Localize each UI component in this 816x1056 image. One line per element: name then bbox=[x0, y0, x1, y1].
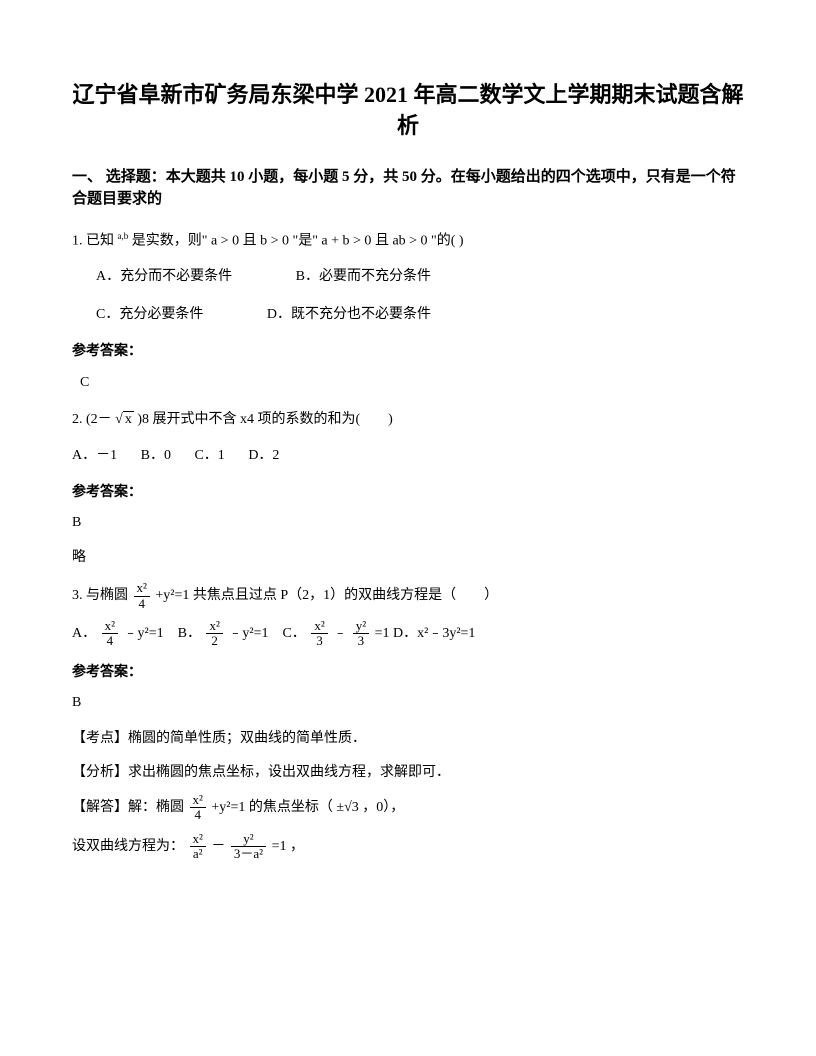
q1-optC: C．充分必要条件 bbox=[96, 301, 203, 329]
question-3: 3. 与椭圆 x² 4 +y²=1 共焦点且过点 P（2，1）的双曲线方程是（ … bbox=[72, 581, 744, 649]
frac-num: x² bbox=[190, 793, 206, 808]
q3-optC-p1: C． bbox=[282, 626, 305, 641]
q1-t3: 且 bbox=[243, 233, 257, 248]
q3-jd-p2: +y²=1 的焦点坐标（ bbox=[211, 800, 333, 815]
eq1: =1 bbox=[272, 839, 287, 854]
q1-options: A．充分而不必要条件 B．必要而不充分条件 C．充分必要条件 D．既不充分也不必… bbox=[72, 263, 744, 329]
q3-t2: +y²=1 共焦点且过点 P（2，1）的双曲线方程是（ ） bbox=[155, 588, 498, 603]
q3-t1: 3. 与椭圆 bbox=[72, 588, 128, 603]
sqrt-icon: x bbox=[115, 406, 134, 434]
frac-den: 4 bbox=[102, 634, 118, 648]
q3-optB-p1: B． bbox=[178, 626, 201, 641]
frac-x2-4-jd: x² 4 bbox=[190, 793, 206, 823]
q3-optC-p2: ﹣ bbox=[333, 626, 347, 641]
q1-answer-label: 参考答案： bbox=[72, 341, 744, 363]
q3-fenxi: 【分析】求出椭圆的焦点坐标，设出双曲线方程，求解即可． bbox=[72, 760, 744, 785]
q3-jieda2: 设双曲线方程为： x² a² － y² 3－a² =1 ， bbox=[72, 832, 744, 863]
frac-x2-4-a: x² 4 bbox=[102, 619, 118, 649]
minus-sign: － bbox=[211, 839, 225, 854]
q1-cond1: a > 0 bbox=[211, 233, 239, 248]
frac-y2-3ma2: y² 3－a² bbox=[231, 832, 266, 862]
frac-den: 4 bbox=[190, 808, 206, 822]
q1-t1: 1. 已知 bbox=[72, 233, 114, 248]
q3-text: 3. 与椭圆 x² 4 +y²=1 共焦点且过点 P（2，1）的双曲线方程是（ … bbox=[72, 581, 744, 611]
q2-answer-label: 参考答案： bbox=[72, 482, 744, 504]
page-title: 辽宁省阜新市矿务局东梁中学 2021 年高二数学文上学期期末试题含解析 bbox=[72, 80, 744, 142]
frac-x2-2-b: x² 2 bbox=[206, 619, 222, 649]
q1-t2: 是实数，则" bbox=[132, 233, 208, 248]
frac-x2-4: x² 4 bbox=[134, 581, 150, 611]
q1-t6: "的( ) bbox=[431, 233, 464, 248]
q1-t5: 且 bbox=[375, 233, 389, 248]
question-1: 1. 已知 a,b 是实数，则" a > 0 且 b > 0 "是" a + b… bbox=[72, 227, 744, 330]
q3-optA-p1: A． bbox=[72, 626, 96, 641]
frac-den: 3 bbox=[353, 634, 369, 648]
q2-optB: B．0 bbox=[141, 442, 171, 470]
frac-num: x² bbox=[311, 619, 327, 634]
q1-cond2: b > 0 bbox=[260, 233, 289, 248]
q3-jd2-p2: ， bbox=[290, 839, 304, 854]
q3-jd-p1: 【解答】解：椭圆 bbox=[72, 800, 184, 815]
frac-num: x² bbox=[134, 581, 150, 596]
frac-x2-a2: x² a² bbox=[190, 832, 206, 862]
q1-text: 1. 已知 a,b 是实数，则" a > 0 且 b > 0 "是" a + b… bbox=[72, 227, 744, 256]
q3-optC-p3: =1 bbox=[375, 626, 390, 641]
frac-den: 3－a² bbox=[231, 847, 266, 861]
q3-answer-label: 参考答案： bbox=[72, 662, 744, 684]
q1-answer: C bbox=[72, 372, 744, 394]
q2-optA: A．－1 bbox=[72, 442, 117, 470]
q3-optD: D．x²﹣3y²=1 bbox=[393, 626, 475, 641]
q3-answer: B bbox=[72, 692, 744, 714]
frac-num: y² bbox=[353, 619, 369, 634]
q3-jieda: 【解答】解：椭圆 x² 4 +y²=1 的焦点坐标（ ±√3 ，0）， bbox=[72, 793, 744, 824]
q3-jd2-p1: 设双曲线方程为： bbox=[72, 839, 184, 854]
frac-den: 2 bbox=[206, 634, 222, 648]
q2-t1: 2. (2－ bbox=[72, 412, 112, 427]
q1-optA: A．充分而不必要条件 bbox=[96, 263, 232, 291]
q2-options: A．－1 B．0 C．1 D．2 bbox=[72, 442, 744, 470]
section-header: 一、 选择题：本大题共 10 小题，每小题 5 分，共 50 分。在每小题给出的… bbox=[72, 166, 744, 211]
q1-var-ab: a,b bbox=[118, 231, 129, 241]
q3-options: A． x² 4 ﹣y²=1 B． x² 2 ﹣y²=1 C． x² 3 ﹣ y²… bbox=[72, 619, 744, 650]
frac-den: a² bbox=[190, 847, 206, 861]
q2-t2: )8 展开式中不含 x4 项的系数的和为( ) bbox=[137, 412, 393, 427]
q3-jd-p3: ，0）， bbox=[362, 800, 404, 815]
frac-x2-3-c: x² 3 bbox=[311, 619, 327, 649]
q2-answer: B bbox=[72, 512, 744, 534]
q3-optB-p2: ﹣y²=1 bbox=[228, 626, 268, 641]
q2-optD: D．2 bbox=[248, 442, 279, 470]
question-2: 2. (2－ x )8 展开式中不含 x4 项的系数的和为( ) A．－1 B．… bbox=[72, 406, 744, 470]
q2-optC: C．1 bbox=[194, 442, 224, 470]
q2-note: 略 bbox=[72, 547, 744, 569]
q3-kaodian: 【考点】椭圆的简单性质；双曲线的简单性质． bbox=[72, 726, 744, 751]
q3-optA-p2: ﹣y²=1 bbox=[124, 626, 164, 641]
q1-optD: D．既不充分也不必要条件 bbox=[267, 301, 431, 329]
q3-pm-sqrt3: ±√3 bbox=[336, 800, 358, 815]
q1-optB: B．必要而不充分条件 bbox=[296, 263, 431, 291]
frac-num: x² bbox=[190, 832, 206, 847]
q2-text: 2. (2－ x )8 展开式中不含 x4 项的系数的和为( ) bbox=[72, 406, 744, 434]
q1-t4: "是" bbox=[292, 233, 317, 248]
frac-den: 4 bbox=[134, 597, 150, 611]
q2-sqrtx: x bbox=[123, 411, 134, 427]
frac-num: x² bbox=[102, 619, 118, 634]
q1-cond3: a + b > 0 bbox=[321, 233, 371, 248]
q1-cond4: ab > 0 bbox=[392, 233, 427, 248]
frac-num: x² bbox=[206, 619, 222, 634]
frac-den: 3 bbox=[311, 634, 327, 648]
frac-num: y² bbox=[231, 832, 266, 847]
frac-y2-3-c: y² 3 bbox=[353, 619, 369, 649]
